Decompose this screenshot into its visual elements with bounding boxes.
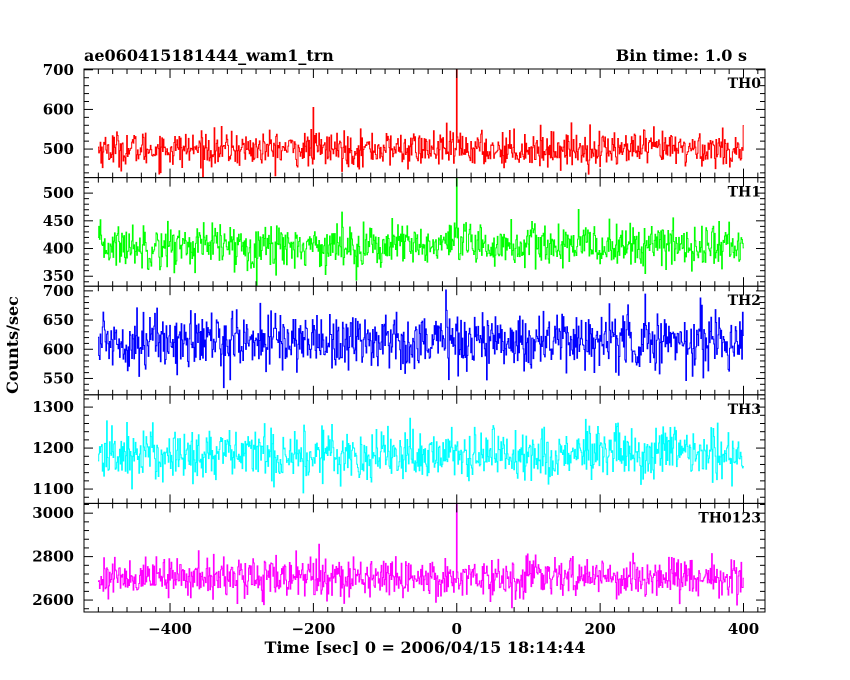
- panel-th3: 1100 1200 1300 TH3: [32, 394, 766, 504]
- y-tick-label: 3000: [32, 504, 74, 522]
- y-tick-label: 700: [43, 61, 74, 79]
- y-tick-label: 350: [43, 267, 74, 285]
- panel-label-th2: TH2: [728, 293, 761, 309]
- y-tick-label: 500: [43, 140, 74, 158]
- y-tick-label: 1300: [32, 398, 74, 416]
- panel-th2: 550 600 650 700 TH2: [43, 282, 766, 396]
- series-th2: [97, 289, 744, 389]
- panel-th0123: 2600 2800 3000 TH0123: [32, 502, 766, 613]
- series-th3: [97, 417, 744, 494]
- x-tick-label: 400: [728, 620, 759, 638]
- panel-frame: [83, 177, 766, 287]
- panel-label-th3: TH3: [728, 402, 761, 418]
- y-tick-label: 1100: [32, 480, 74, 498]
- panels-group: 500 600 700 TH0 350 400 450 500 TH1 550 600 650 700 T…: [32, 61, 766, 613]
- x-axis: −400 −200 0 200 400: [148, 620, 759, 638]
- x-tick-label: −400: [148, 620, 192, 638]
- panel-frame: [83, 502, 766, 613]
- y-tick-label: 500: [43, 184, 74, 202]
- y-tick-label: 1200: [32, 439, 74, 457]
- series-th0123: [97, 503, 744, 609]
- panel-frame: [83, 68, 766, 179]
- y-tick-label: 700: [43, 282, 74, 300]
- y-tick-label: 450: [43, 212, 74, 230]
- panel-th1: 350 400 450 500 TH1: [43, 177, 766, 287]
- panel-label-th1: TH1: [728, 185, 761, 201]
- y-tick-label: 2600: [32, 591, 74, 609]
- x-tick-label: 0: [452, 620, 462, 638]
- panel-label-th0123: TH0123: [698, 510, 761, 526]
- panel-th0: 500 600 700 TH0: [43, 61, 766, 179]
- chart-title: ae060415181444_wam1_trn: [84, 46, 334, 65]
- y-tick-label: 550: [43, 369, 74, 387]
- y-tick-label: 650: [43, 311, 74, 329]
- x-axis-label: Time [sec] 0 = 2006/04/15 18:14:44: [265, 638, 586, 657]
- x-tick-label: −200: [291, 620, 335, 638]
- y-tick-label: 2800: [32, 548, 74, 566]
- series-th1: [97, 177, 744, 286]
- y-tick-label: 600: [43, 340, 74, 358]
- y-tick-label: 600: [43, 100, 74, 118]
- x-tick-label: 200: [584, 620, 615, 638]
- bin-time-label: Bin time: 1.0 s: [616, 46, 747, 65]
- panel-label-th0: TH0: [728, 76, 762, 92]
- series-th0: [97, 69, 744, 178]
- y-tick-label: 400: [43, 240, 74, 258]
- y-axis-label: Counts/sec: [3, 296, 22, 394]
